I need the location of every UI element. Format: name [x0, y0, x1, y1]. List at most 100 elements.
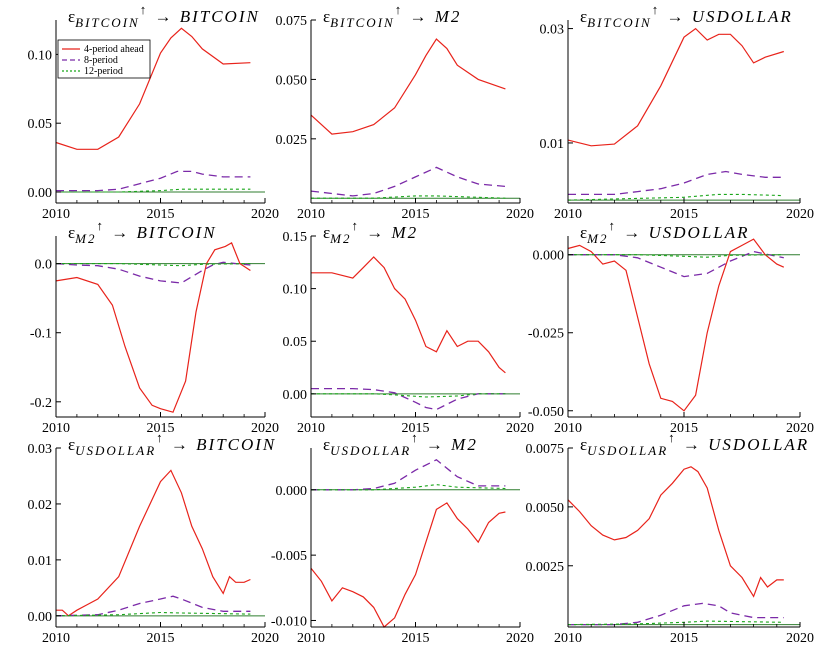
series-line-12 [311, 393, 506, 398]
series-line-12 [311, 484, 506, 491]
panel-title: εM2↑ → USDOLLAR [580, 218, 750, 246]
x-tick-label: 2015 [670, 421, 698, 436]
panel-4: 2010 2015 2020 0.0 -0.1 -0.2 εM2↑ → BITCOIN [30, 218, 279, 436]
x-tick-label: 2015 [402, 421, 430, 436]
panel-7: 2010 2015 2020 0.00 0.01 0.02 0.03 εUSDOLLAR↑ →… [28, 430, 280, 646]
panel-title: εM2↑ → M2 [323, 218, 418, 246]
series-line-8 [568, 170, 784, 196]
series-line-12 [567, 193, 784, 201]
x-tick-label: 2015 [670, 631, 698, 646]
x-tick-label: 2015 [147, 421, 175, 436]
x-tick-label: 2015 [147, 207, 175, 222]
y-tick-label: 0.075 [276, 14, 308, 29]
y-tick-label: 0.05 [28, 117, 53, 132]
panel-title: εUSDOLLAR↑ → M2 [323, 430, 478, 458]
panel-8: 2010 2015 2020 0.000 -0.005 -0.010 εUSDOLLAR↑ … [271, 430, 534, 646]
series-line-8 [311, 387, 506, 411]
series-line-4 [310, 38, 506, 135]
y-tick-label: 0.10 [283, 283, 308, 298]
series-line-4 [55, 27, 251, 150]
y-tick-label: 0.10 [28, 48, 53, 63]
panel-5: 2010 2015 2020 0.00 0.05 0.10 0.15 εM2↑ → M2 [283, 218, 535, 436]
y-tick-label: -0.025 [528, 327, 564, 342]
x-tick-label: 2010 [297, 207, 325, 222]
y-tick-label: 0.0 [35, 258, 53, 273]
series-line-4 [567, 238, 785, 412]
panel-title: εBITCOIN↑ → BITCOIN [68, 2, 260, 30]
x-tick-label: 2010 [297, 421, 325, 436]
y-tick-label: 0.02 [28, 498, 53, 513]
legend-box [57, 39, 151, 79]
y-tick-label: 0.0025 [526, 560, 565, 575]
x-tick-label: 2020 [251, 631, 279, 646]
panel-1: 2010 2015 2020 0.00 0.05 0.10 εBITCOIN↑ → BITC… [28, 2, 280, 222]
y-tick-label: 0.000 [533, 249, 565, 264]
y-tick-label: 0.000 [276, 484, 308, 499]
series-line-8 [311, 459, 506, 491]
y-tick-label: 0.01 [28, 554, 53, 569]
x-tick-label: 2010 [554, 421, 582, 436]
y-tick-label: -0.050 [528, 405, 564, 420]
series-line-4 [310, 502, 506, 628]
x-tick-label: 2020 [506, 631, 534, 646]
x-tick-label: 2015 [402, 631, 430, 646]
series-line-8 [310, 166, 506, 197]
y-tick-label: 0.01 [540, 137, 565, 152]
x-tick-label: 2010 [554, 207, 582, 222]
series-line-8 [568, 250, 784, 278]
series-line-4 [567, 466, 784, 598]
y-tick-label: -0.010 [271, 614, 307, 629]
panel-title: εBITCOIN↑ → M2 [323, 2, 461, 30]
series-line-12 [56, 188, 251, 193]
y-tick-label: 0.15 [283, 230, 308, 245]
panel-3: 2010 2015 2020 0.01 0.03 εBITCOIN↑ → USDOLLAR [540, 2, 815, 222]
panel-title: εBITCOIN↑ → USDOLLAR [580, 2, 793, 30]
x-tick-label: 2020 [506, 421, 534, 436]
x-tick-label: 2015 [147, 631, 175, 646]
y-tick-label: -0.2 [30, 396, 52, 411]
series-line-4 [567, 27, 784, 147]
x-tick-label: 2010 [554, 631, 582, 646]
y-tick-label: -0.005 [271, 549, 307, 564]
panel-title: εUSDOLLAR↑ → BITCOIN [68, 430, 276, 458]
x-tick-label: 2020 [786, 631, 814, 646]
legend-label: 4-period ahead [84, 44, 144, 55]
y-tick-label: 0.03 [540, 23, 565, 38]
x-tick-label: 2020 [786, 421, 814, 436]
series-line-4 [56, 469, 251, 617]
x-tick-label: 2010 [42, 631, 70, 646]
x-tick-label: 2010 [42, 421, 70, 436]
x-tick-label: 2010 [42, 207, 70, 222]
series-line-8 [55, 595, 251, 617]
series-line-12 [311, 195, 506, 199]
series-line-12 [567, 620, 784, 626]
x-tick-label: 2020 [251, 421, 279, 436]
series-line-4 [311, 256, 506, 374]
panel-6: 2010 2015 2020 0.000 -0.025 -0.050 εM2↑ → USDO… [528, 218, 814, 436]
y-tick-label: 0.0075 [526, 442, 565, 457]
y-tick-label: -0.1 [30, 327, 52, 342]
series-line-12 [56, 263, 251, 267]
series-line-8 [55, 261, 251, 284]
y-tick-label: 0.00 [28, 186, 53, 201]
x-tick-label: 2015 [402, 207, 430, 222]
x-tick-label: 2020 [251, 207, 279, 222]
y-tick-label: 0.00 [283, 388, 308, 403]
y-tick-label: 0.03 [28, 442, 53, 457]
x-tick-label: 2010 [297, 631, 325, 646]
legend-label: 12-period [84, 66, 123, 77]
x-tick-label: 2020 [786, 207, 814, 222]
y-tick-label: 0.05 [283, 335, 308, 350]
series-line-4 [55, 242, 251, 413]
series-line-8 [56, 170, 251, 192]
panel-2: 2010 2015 2020 0.025 0.050 0.075 εBITCOIN↑ → M… [276, 2, 535, 222]
legend-label: 8-period [84, 55, 118, 66]
x-tick-label: 2015 [670, 207, 698, 222]
y-tick-label: 0.0050 [526, 501, 565, 516]
series-line-12 [568, 254, 784, 258]
y-tick-label: 0.00 [28, 610, 53, 625]
panel-9: 2010 2015 2020 0.0025 0.0050 0.0075 εUSDOLLAR↑… [526, 430, 815, 646]
series-line-12 [55, 611, 251, 617]
